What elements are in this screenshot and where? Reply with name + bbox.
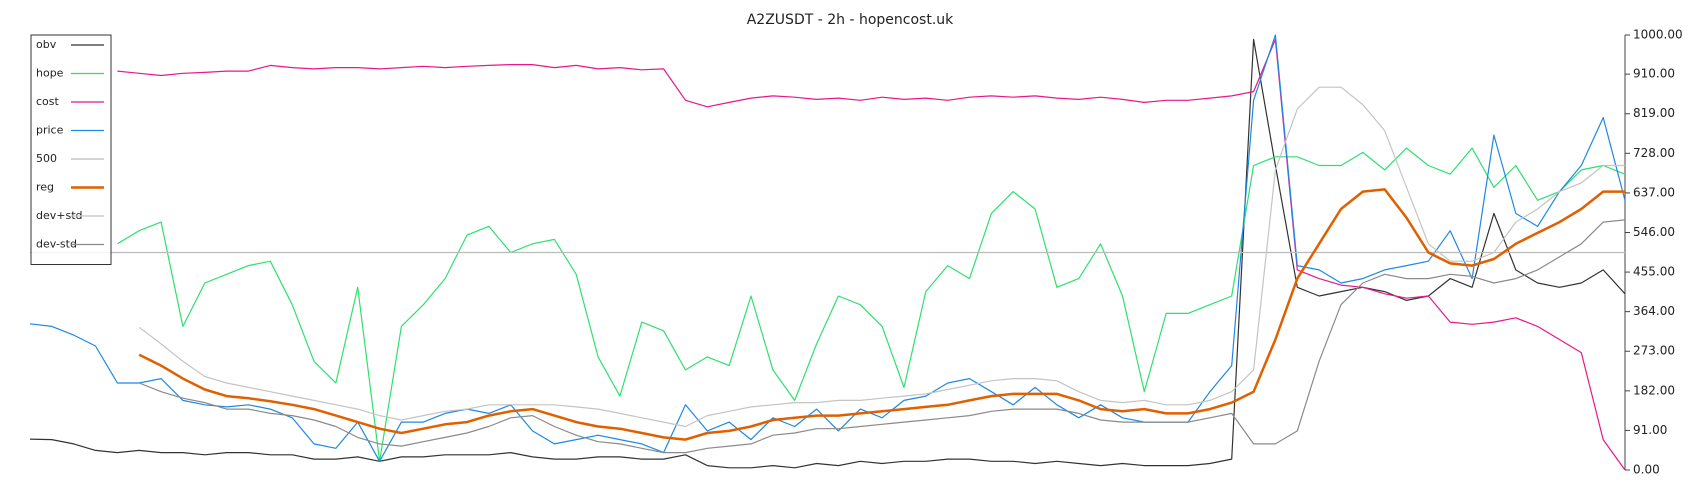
legend-label: obv bbox=[36, 38, 57, 51]
legend-label: dev+std bbox=[36, 209, 83, 222]
y-tick-label: 364.00 bbox=[1633, 304, 1675, 318]
series-line bbox=[29, 38, 1626, 469]
legend-label: 500 bbox=[36, 152, 57, 165]
y-tick-label: 819.00 bbox=[1633, 106, 1675, 120]
series-line bbox=[117, 147, 1626, 462]
series-line bbox=[29, 34, 1626, 462]
y-tick-label: 273.00 bbox=[1633, 344, 1675, 358]
y-tick-label: 0.00 bbox=[1633, 463, 1660, 477]
legend-label: cost bbox=[36, 95, 60, 108]
y-tick-label: 182.00 bbox=[1633, 383, 1675, 397]
series-line bbox=[138, 86, 1625, 428]
chart-title: A2ZUSDT - 2h - hopencost.uk bbox=[747, 12, 954, 28]
legend-label: price bbox=[36, 124, 64, 137]
legend-label: dev-std bbox=[36, 238, 77, 251]
series-line bbox=[138, 219, 1626, 454]
legend-label: hope bbox=[36, 67, 64, 80]
y-tick-label: 637.00 bbox=[1633, 185, 1675, 199]
y-tick-label: 1000.00 bbox=[1633, 28, 1683, 42]
y-tick-label: 910.00 bbox=[1633, 67, 1675, 81]
series-line bbox=[117, 38, 1626, 471]
series-line bbox=[138, 188, 1625, 441]
legend-label: reg bbox=[36, 181, 54, 194]
y-tick-label: 728.00 bbox=[1633, 146, 1675, 160]
y-tick-label: 455.00 bbox=[1633, 265, 1675, 279]
y-tick-label: 546.00 bbox=[1633, 225, 1675, 239]
y-tick-label: 91.00 bbox=[1633, 423, 1667, 437]
